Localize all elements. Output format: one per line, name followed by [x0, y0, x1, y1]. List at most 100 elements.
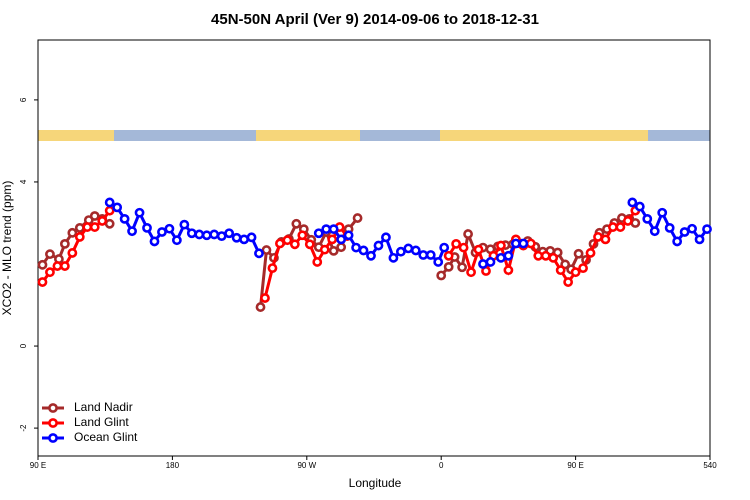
land-band	[440, 130, 648, 141]
y-tick-label: -2	[19, 424, 28, 432]
data-point	[649, 226, 660, 237]
data-point	[104, 205, 115, 216]
legend-marker	[48, 433, 58, 443]
data-point	[179, 219, 190, 230]
ocean-band	[38, 130, 710, 141]
data-point	[443, 250, 454, 261]
x-axis-label: Longitude	[349, 476, 402, 490]
data-point	[358, 245, 369, 256]
data-point	[351, 242, 361, 253]
data-point	[381, 232, 391, 243]
data-point	[352, 213, 363, 223]
data-point	[45, 249, 55, 260]
data-point	[52, 261, 63, 271]
plot-frame	[37, 39, 711, 457]
land-band	[256, 130, 360, 141]
x-tick-label: 540	[703, 461, 717, 470]
data-point	[478, 259, 488, 269]
data-point	[328, 224, 339, 235]
data-point	[573, 248, 584, 259]
data-point	[473, 244, 484, 255]
data-point	[630, 218, 641, 228]
data-point	[366, 250, 376, 261]
data-point	[418, 250, 429, 260]
data-point	[45, 267, 55, 278]
data-point	[157, 227, 167, 237]
legend-marker	[48, 403, 58, 413]
data-point	[439, 242, 450, 253]
data-point	[246, 232, 257, 243]
data-point	[37, 259, 48, 270]
data-point	[570, 267, 581, 278]
data-point	[664, 222, 675, 233]
data-point	[224, 228, 235, 239]
data-point	[336, 234, 347, 245]
data-point	[261, 245, 272, 255]
data-point	[104, 218, 115, 229]
data-point	[627, 197, 638, 208]
data-point	[291, 218, 302, 229]
data-point	[555, 265, 566, 276]
data-point	[194, 229, 205, 240]
data-point	[622, 216, 633, 226]
data-point	[525, 238, 536, 249]
data-point	[503, 250, 514, 261]
legend-label: Land Glint	[74, 415, 129, 429]
data-point	[593, 232, 603, 242]
data-point	[312, 257, 323, 267]
data-point	[433, 257, 444, 267]
data-point	[89, 222, 100, 232]
data-point	[254, 248, 264, 259]
data-point	[327, 234, 338, 245]
data-point	[585, 248, 596, 258]
data-point	[436, 270, 447, 281]
data-point	[657, 207, 668, 218]
data-point	[533, 250, 544, 261]
data-point	[503, 265, 514, 276]
data-point	[496, 252, 506, 263]
data-point	[216, 231, 227, 242]
data-point	[89, 211, 100, 221]
x-tick-label: 90 E	[30, 461, 46, 470]
data-point	[142, 222, 152, 233]
data-point	[510, 238, 521, 249]
data-point	[82, 222, 93, 232]
data-point	[97, 216, 108, 226]
data-point	[687, 223, 697, 234]
data-point	[37, 277, 48, 287]
data-point	[496, 240, 506, 251]
data-point	[304, 239, 315, 250]
data-point	[186, 228, 197, 239]
y-tick-label: 4	[19, 179, 28, 184]
data-point	[74, 222, 85, 233]
data-point	[451, 238, 462, 249]
data-point	[201, 230, 212, 241]
data-point	[275, 238, 285, 249]
data-point	[319, 244, 330, 255]
data-point	[267, 263, 278, 274]
data-point	[59, 261, 70, 271]
data-point	[615, 222, 626, 232]
data-point	[171, 235, 182, 246]
data-point	[127, 226, 137, 237]
data-point	[608, 222, 618, 232]
data-point	[112, 202, 123, 213]
data-point	[485, 257, 496, 267]
x-tick-label: 90 E	[567, 461, 583, 470]
x-tick-label: 180	[166, 461, 180, 470]
data-point	[518, 238, 529, 249]
data-point	[255, 302, 266, 312]
x-tick-label: 0	[439, 461, 444, 470]
data-point	[634, 201, 645, 212]
data-point	[343, 230, 354, 241]
data-point	[443, 261, 454, 272]
data-point	[410, 245, 421, 256]
data-point	[463, 229, 473, 239]
data-point	[67, 248, 78, 258]
data-point	[231, 232, 242, 243]
y-axis-label: XCO2 - MLO trend (ppm)	[0, 181, 14, 316]
land-band	[38, 130, 114, 141]
y-tick-label: 6	[19, 97, 28, 102]
data-point	[239, 234, 249, 245]
